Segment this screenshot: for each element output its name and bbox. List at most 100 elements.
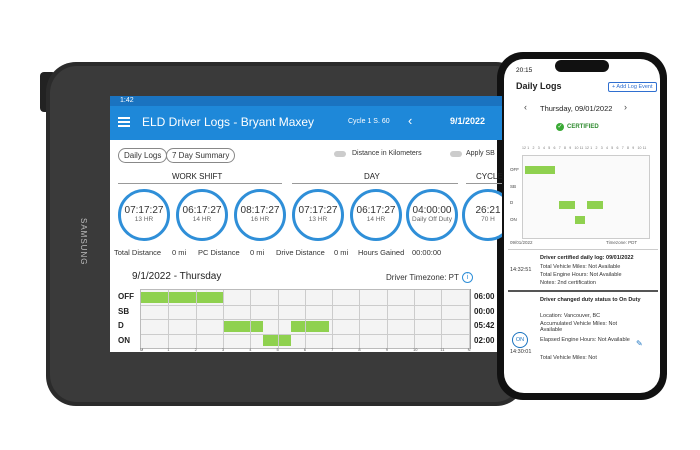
cycle: Cycle 1 S. 60 bbox=[348, 118, 390, 125]
stat-value: 0 mi bbox=[250, 248, 265, 257]
clock: 04:00:00 Daily Off Duty bbox=[406, 189, 458, 241]
hour-label: 10 bbox=[637, 146, 642, 150]
stat-label: Hours Gained bbox=[358, 248, 405, 257]
hour-label: 11 bbox=[642, 146, 647, 150]
info-icon[interactable]: i bbox=[462, 272, 473, 283]
hour-label: M bbox=[140, 347, 144, 352]
duty-bar bbox=[587, 201, 603, 209]
hour-label: 6 bbox=[553, 146, 556, 150]
section-title: CYCLE bbox=[476, 172, 502, 181]
hour-label: 10 bbox=[413, 347, 418, 352]
grid-line bbox=[141, 333, 469, 335]
hour-label: 4 bbox=[543, 146, 545, 150]
event-time: 14:30:01 bbox=[510, 349, 532, 355]
tab[interactable]: 7 Day Summary bbox=[166, 148, 236, 163]
log-grid bbox=[140, 289, 470, 349]
hour-label: 11 bbox=[579, 146, 584, 150]
clock-label: 14 HR bbox=[192, 216, 212, 223]
hour-label: 8 bbox=[627, 146, 629, 150]
stat-label: Total Distance bbox=[114, 248, 162, 257]
hour-label: 9 bbox=[385, 347, 388, 352]
add-log-button[interactable]: + Add Log Event bbox=[608, 82, 657, 92]
clock-label: 16 HR bbox=[250, 216, 270, 223]
log-heading: 9/1/2022 - Thursday bbox=[132, 271, 222, 282]
header-date: 9/1/2022 bbox=[450, 116, 486, 126]
event-line: Elapsed Engine Hours: Not Available bbox=[540, 337, 630, 343]
row-total: 00:00 bbox=[474, 306, 495, 316]
duty-bar bbox=[263, 335, 291, 346]
hour-label: 9 bbox=[569, 146, 572, 150]
event-line: Total Vehicle Miles: Not bbox=[540, 355, 597, 361]
hour-label: 4 bbox=[606, 146, 608, 150]
hour-label: 5 bbox=[276, 347, 279, 352]
event-line: Location: Vancouver, BC bbox=[540, 313, 601, 319]
row-label: OFF bbox=[118, 292, 134, 301]
hour-label: 6 bbox=[616, 146, 619, 150]
toggle[interactable] bbox=[450, 151, 462, 157]
hour-label: 11 bbox=[440, 347, 445, 352]
prev-arrow[interactable]: ‹ bbox=[408, 113, 413, 128]
next-arrow[interactable]: › bbox=[624, 102, 627, 112]
hour-label: 6 bbox=[303, 347, 307, 352]
check-icon: ✓ bbox=[556, 123, 564, 131]
prev-arrow[interactable]: ‹ bbox=[524, 102, 527, 112]
menu-icon[interactable] bbox=[118, 116, 132, 128]
row-label: SB bbox=[118, 306, 130, 316]
hour-label: 3 bbox=[537, 146, 540, 150]
tab[interactable]: Daily Logs bbox=[118, 148, 168, 163]
phone-hours: 12123456789101112123456789101112 bbox=[522, 146, 648, 152]
tablet-app: 1:42 ELD Driver Logs - Bryant Maxey Cycl… bbox=[110, 96, 502, 352]
clock: 07:17:27 13 HR bbox=[292, 189, 344, 241]
row-label: OFF bbox=[510, 167, 519, 172]
clock: 06:17:27 14 HR bbox=[350, 189, 402, 241]
clock-label: 13 HR bbox=[308, 216, 328, 223]
event-line: Notes: 2nd certification bbox=[540, 280, 596, 286]
row-total: 06:00 bbox=[474, 292, 495, 301]
clock-label: Daily Off Duty bbox=[412, 216, 452, 223]
event-title: Driver changed duty status to On Duty bbox=[540, 297, 641, 303]
event-line: Total Engine Hours: Not Available bbox=[540, 272, 622, 278]
edit-icon[interactable]: ✎ bbox=[636, 339, 643, 348]
section-title: DAY bbox=[364, 172, 380, 181]
stat-label: PC Distance bbox=[198, 248, 240, 257]
row-label: D bbox=[118, 321, 124, 330]
duty-bar bbox=[525, 166, 555, 174]
section-title: WORK SHIFT bbox=[172, 172, 223, 181]
event-line: Accumulated Vehicle Miles: Not Available bbox=[540, 321, 618, 333]
clock-label: 14 HR bbox=[366, 216, 386, 223]
row-total: 02:00 bbox=[474, 335, 495, 345]
section-rule bbox=[118, 183, 282, 184]
duty-bar bbox=[141, 292, 223, 303]
hour-label: 3 bbox=[600, 146, 603, 150]
clock: 08:17:27 16 HR bbox=[234, 189, 286, 241]
phone-title: Daily Logs bbox=[516, 81, 562, 91]
hour-label: 12 bbox=[585, 146, 589, 150]
hour-label: 5 bbox=[548, 146, 551, 150]
duty-bar bbox=[291, 321, 329, 332]
clock-label: 70 H bbox=[481, 216, 495, 223]
hour-label: 2 bbox=[595, 146, 598, 150]
duty-badge: ON bbox=[512, 332, 528, 348]
grid-line bbox=[141, 304, 469, 306]
hour-label: 10 bbox=[574, 146, 579, 150]
hour-label: 7 bbox=[621, 146, 624, 150]
clock: 07:17:27 13 HR bbox=[118, 189, 170, 241]
toggle[interactable] bbox=[334, 151, 346, 157]
hour-label: 1 bbox=[527, 146, 530, 150]
event-time: 14:32:51 bbox=[510, 267, 532, 273]
app-header bbox=[110, 106, 502, 140]
section-rule bbox=[466, 183, 502, 184]
divider bbox=[508, 249, 658, 250]
hour-label: 1 bbox=[590, 146, 593, 150]
log-timezone: Driver Timezone: PT bbox=[386, 273, 459, 282]
hour-label: 8 bbox=[358, 347, 361, 352]
status-bar bbox=[110, 96, 502, 106]
chart-timezone: Timezone: PDT bbox=[606, 240, 638, 245]
hour-label: 12 bbox=[522, 146, 526, 150]
hour-label: 9 bbox=[632, 146, 635, 150]
hour-label: 2 bbox=[532, 146, 535, 150]
row-label: D bbox=[510, 200, 514, 205]
grid-line bbox=[141, 319, 469, 320]
event-title: Driver certified daily log: 09/01/2022 bbox=[540, 255, 634, 261]
hour-label: 4 bbox=[249, 347, 252, 352]
